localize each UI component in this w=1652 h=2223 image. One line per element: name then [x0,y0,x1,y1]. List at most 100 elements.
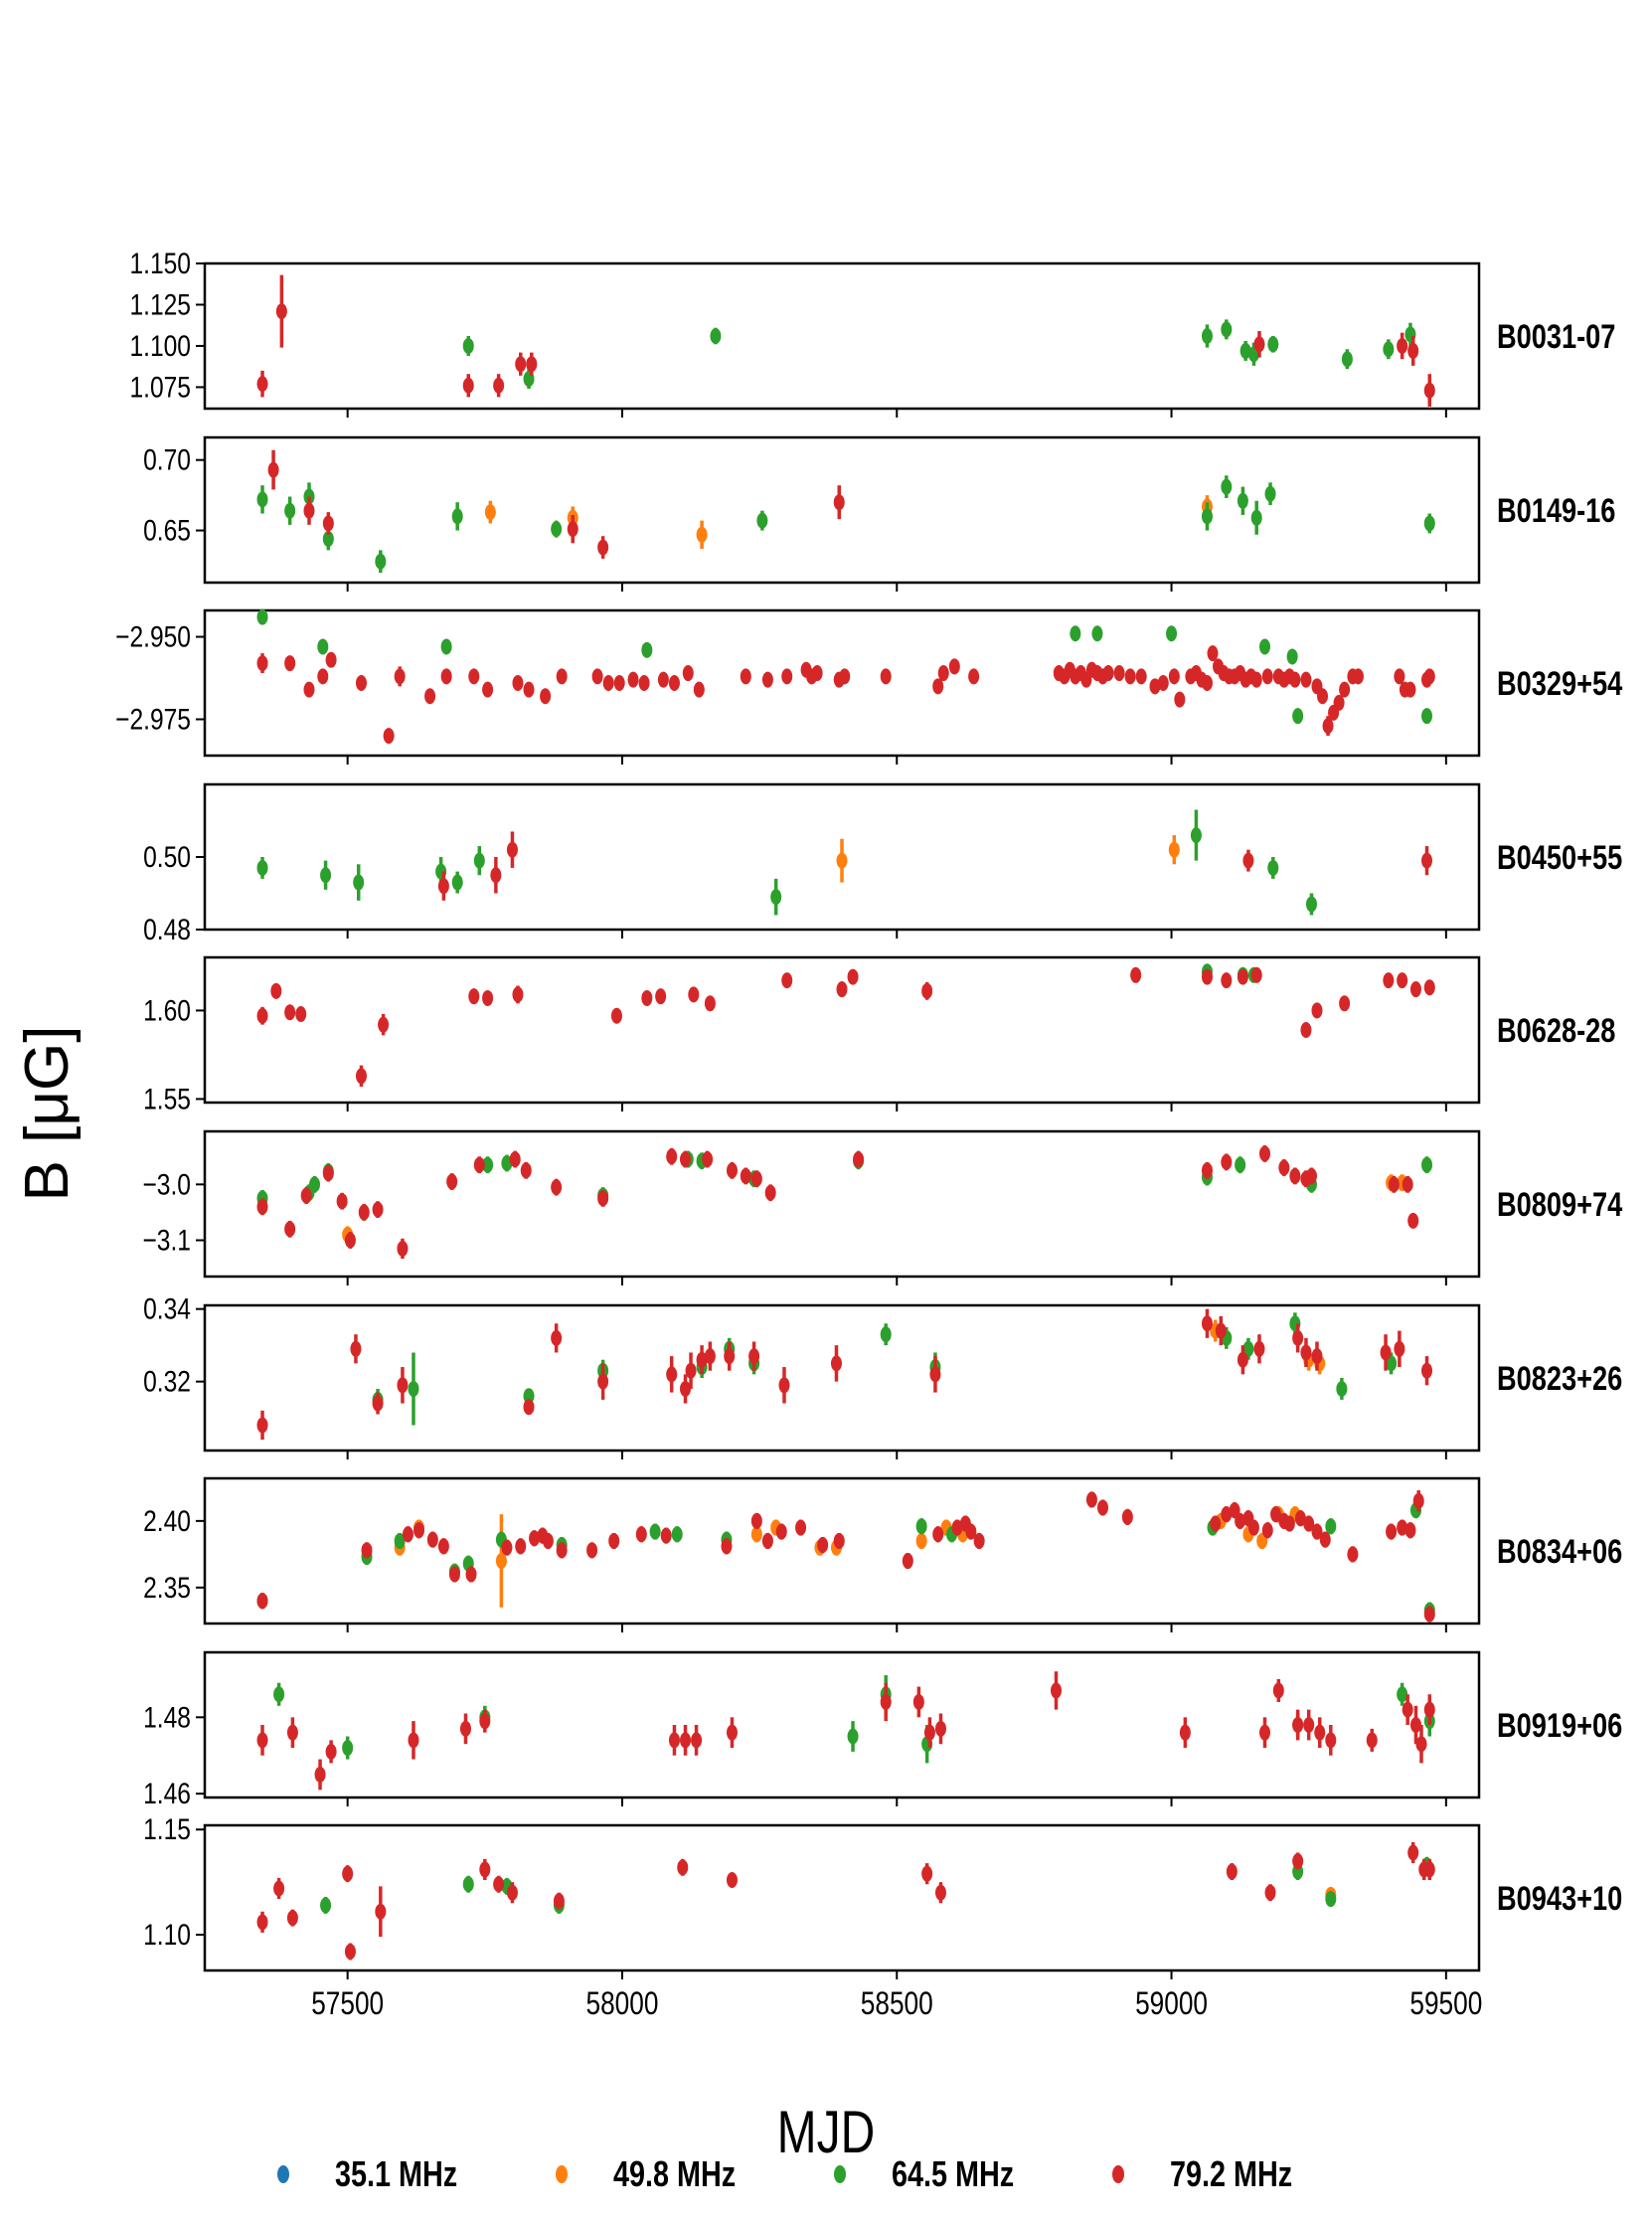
data-point [284,1221,296,1238]
data-point [529,1530,541,1547]
data-point [668,675,680,691]
data-point [932,1526,944,1543]
data-point [1423,1861,1435,1878]
data-point [325,1743,337,1760]
data-point [685,1362,697,1379]
data-point [1421,708,1433,725]
panel-b0450+55: 0.48 0.50 B0450+55 [143,782,1622,946]
series-64-5-mhz [256,1150,1433,1207]
data-point [1383,972,1395,989]
legend-marker [556,2165,568,2183]
data-point [256,1593,268,1610]
data-point [1135,668,1147,685]
data-point [1339,681,1351,698]
data-point [853,1151,865,1168]
data-point [1388,1176,1400,1193]
data-point [602,675,614,691]
data-point [836,852,848,869]
data-point [608,1532,620,1549]
y-tick-label: 0.32 [143,1364,191,1398]
data-point [394,668,406,685]
data-point [286,1724,298,1741]
panel-label: B0149-16 [1497,491,1615,530]
data-point [693,681,705,698]
data-point [1267,859,1279,876]
data-point [520,1162,532,1179]
data-point [1157,675,1169,691]
legend-label: 35.1 MHz [335,2153,457,2194]
data-point [473,1156,485,1173]
x-tick-label: 58500 [861,1987,933,2022]
panel-b0031-07: 1.075 1.100 1.125 1.150 B0031-07 [129,247,1615,418]
data-point [322,515,334,532]
data-point [256,608,268,625]
data-point [915,1518,927,1535]
data-point [1333,694,1345,711]
data-point [1272,1682,1284,1699]
data-point [256,1007,268,1024]
data-point [1210,1515,1222,1532]
data-point [781,668,793,685]
data-point [394,1532,406,1549]
data-point [322,531,334,548]
data-point [1253,1340,1265,1357]
data-point [1201,675,1213,691]
data-point [284,655,296,672]
data-point [1235,1512,1246,1529]
data-point [1239,342,1251,359]
data-point [1394,1340,1405,1357]
panel-b0943+10: 1.10 1.15 B0943+10 [143,1812,1622,1979]
data-point [1201,328,1213,344]
series-79-2-mhz [256,645,1435,745]
data-point [473,852,485,869]
data-point [551,1329,563,1346]
data-point [702,1151,714,1168]
data-point [929,1366,941,1383]
data-point [440,638,452,655]
panel-frame [203,955,1481,1105]
data-point [440,668,452,685]
data-point [300,1187,312,1204]
data-point [256,1732,268,1749]
data-point [1242,852,1254,869]
y-tick-label: 0.48 [143,913,191,946]
data-point [1305,896,1317,913]
data-point [756,512,768,529]
data-point [1070,625,1081,642]
data-point [459,1720,471,1737]
data-point [468,988,480,1005]
y-tick-label: −2.975 [115,702,191,736]
data-point [1201,1315,1213,1332]
series-64-5-mhz [256,1502,1435,1619]
data-point [795,1519,807,1536]
data-point [726,1872,738,1889]
data-point [1341,351,1353,368]
data-point [932,678,944,695]
data-point [490,867,502,884]
y-tick-label: −3.1 [142,1223,191,1257]
data-point [424,688,436,705]
data-point [1347,1546,1359,1563]
data-point [691,1732,703,1749]
panel-frame [203,1476,1481,1625]
panel-b0149-16: 0.65 0.70 B0149-16 [143,435,1615,592]
legend-label: 79.2 MHz [1170,2153,1292,2194]
legend-marker [277,2165,289,2183]
data-point [437,1538,449,1555]
legend-item: 49.8 MHz [556,2153,736,2194]
data-point [540,688,552,705]
data-point [948,658,960,675]
data-point [1336,1380,1348,1397]
panel-label: B0809+74 [1497,1185,1622,1224]
y-tick-label: 0.70 [143,442,191,476]
data-point [523,1399,535,1416]
data-point [912,1693,924,1710]
panel-b0809+74: −3.0 −3.1 B0809+74 [142,1129,1622,1285]
data-point [493,377,505,394]
y-tick-label: 0.65 [143,513,191,547]
data-point [372,1395,384,1412]
data-point [613,675,625,691]
data-point [375,1903,387,1920]
data-point [342,1865,354,1882]
